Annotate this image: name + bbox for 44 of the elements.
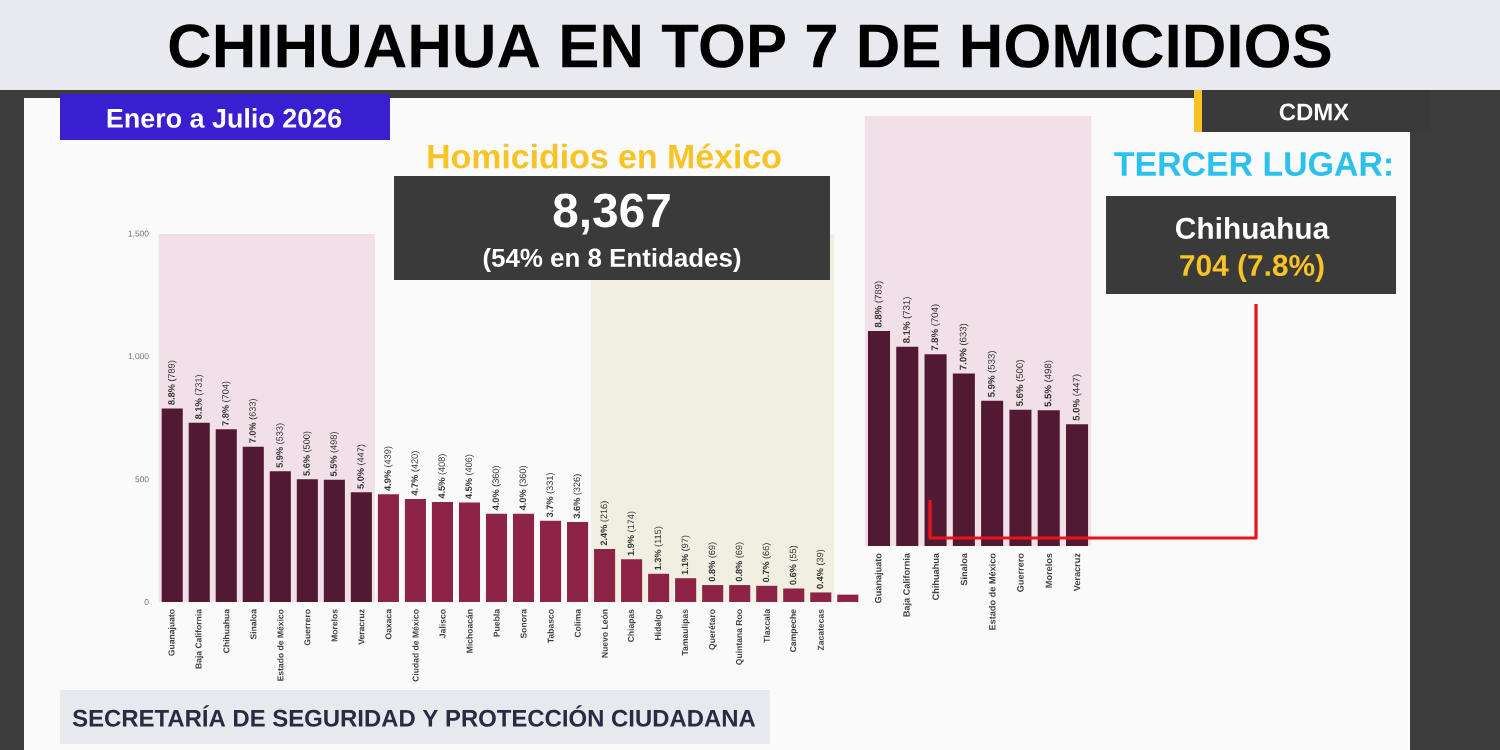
bar bbox=[981, 400, 1004, 546]
bar bbox=[404, 498, 426, 602]
bar bbox=[648, 573, 670, 602]
bar bbox=[512, 513, 535, 602]
bar bbox=[1037, 410, 1060, 546]
text: TERCER LUGAR: bbox=[1114, 152, 1391, 176]
bar bbox=[567, 522, 589, 602]
bar bbox=[675, 578, 697, 602]
bar bbox=[756, 585, 778, 602]
bar bbox=[377, 494, 399, 602]
bar bbox=[269, 471, 291, 602]
chart-subtitle: Enero a Julio 2026 bbox=[107, 108, 342, 128]
bar bbox=[621, 559, 643, 602]
bar bbox=[702, 585, 724, 602]
bar bbox=[350, 492, 372, 602]
bar bbox=[161, 408, 183, 602]
bar bbox=[810, 592, 832, 602]
bar bbox=[1009, 409, 1032, 546]
text: SECRETARÍA DE SEGURIDAD Y PROTECCIÓN CIUDADANA bbox=[72, 705, 756, 727]
text: CDMX bbox=[1279, 103, 1350, 121]
text: Homicidios en México bbox=[428, 143, 781, 169]
bar bbox=[242, 446, 264, 602]
text: Chihuahua bbox=[1176, 217, 1330, 239]
bar bbox=[594, 549, 616, 602]
bar bbox=[323, 479, 345, 602]
bar bbox=[431, 501, 453, 602]
bar bbox=[485, 513, 508, 602]
annotation: 8,367 bbox=[553, 193, 670, 235]
bar bbox=[215, 429, 237, 602]
bar bbox=[783, 588, 805, 602]
bar bbox=[867, 331, 891, 546]
bar bbox=[188, 422, 210, 602]
bar bbox=[540, 520, 562, 602]
bar bbox=[924, 354, 947, 546]
bar bbox=[1065, 424, 1089, 546]
text: 704 (7.8%) bbox=[1180, 254, 1324, 282]
bar bbox=[296, 479, 318, 602]
annotation: (54% en 8 Entidades) bbox=[483, 247, 741, 273]
bar bbox=[729, 585, 751, 602]
bar bbox=[458, 502, 481, 602]
bar bbox=[896, 346, 919, 546]
bar bbox=[837, 594, 859, 602]
chart-title: CHIHUAHUA EN TOP 7 DE HOMICIDIOS bbox=[169, 24, 1331, 68]
bar bbox=[952, 373, 975, 546]
